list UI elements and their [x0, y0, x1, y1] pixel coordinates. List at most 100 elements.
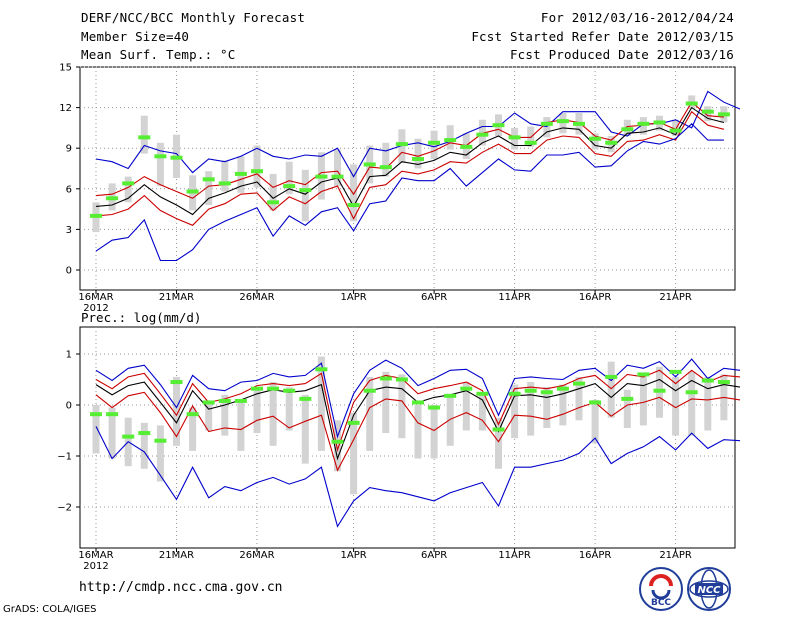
- temp-marker: [476, 132, 489, 137]
- prec-x-tick-label: 16APR: [579, 550, 612, 561]
- prec-x-tick-label: 6APR: [421, 550, 447, 561]
- temp-marker: [154, 154, 167, 159]
- temp-marker: [573, 121, 585, 126]
- prec-x-tick-label: 1APR: [341, 550, 367, 561]
- temp-x-tick-label: 21MAR: [159, 292, 194, 303]
- prec-x-tick-label: 11APR: [498, 550, 531, 561]
- temp-y-tick-label: 3: [66, 225, 72, 236]
- prec-ensemble-box: [92, 405, 100, 454]
- chart-title: DERF/NCC/BCC Monthly Forecast: [81, 10, 306, 25]
- temp-x-year-label: 2012: [83, 303, 108, 314]
- prec-marker: [154, 438, 167, 443]
- temp-marker: [395, 142, 408, 147]
- prec-marker: [251, 386, 263, 391]
- prec-marker: [701, 378, 714, 383]
- prec-series-lower: [95, 391, 741, 472]
- prec-ensemble-box: [237, 399, 245, 451]
- prec-ensemble-box: [189, 407, 197, 451]
- ncc-logo: NCC: [687, 567, 731, 611]
- prec-marker: [556, 386, 569, 391]
- prec-ensemble-box: [575, 376, 583, 421]
- prec-marker: [395, 377, 408, 382]
- prec-marker: [540, 390, 553, 395]
- prec-marker: [637, 372, 650, 377]
- prec-ensemble-box: [462, 382, 470, 431]
- prec-series-max: [95, 358, 741, 439]
- prec-ensemble-box: [221, 394, 229, 436]
- prec-marker: [412, 400, 424, 405]
- temp-x-tick-label: 6APR: [421, 292, 447, 303]
- prec-marker: [428, 405, 441, 410]
- temp-x-tick-label: 11APR: [498, 292, 531, 303]
- prec-marker: [315, 367, 328, 372]
- temp-ensemble-box: [478, 119, 486, 146]
- temp-marker: [540, 121, 553, 126]
- prec-ensemble-box: [301, 394, 309, 464]
- temp-marker: [412, 157, 424, 162]
- prec-x-tick-label: 26MAR: [239, 550, 274, 561]
- prec-ensemble-box: [430, 405, 438, 459]
- temp-ensemble-box: [253, 145, 261, 188]
- temp-y-tick-label: 12: [59, 103, 72, 114]
- temp-series-mean: [95, 106, 725, 216]
- prec-marker: [299, 396, 312, 401]
- temp-x-tick-label: 16MAR: [78, 292, 113, 303]
- prec-ensemble-box: [366, 376, 374, 451]
- temp-ensemble-box: [334, 149, 341, 187]
- prec-marker: [508, 391, 521, 396]
- temp-ensemble-box: [205, 171, 213, 206]
- prec-ensemble-box: [108, 407, 116, 459]
- temp-ensemble-box: [446, 125, 454, 150]
- prec-ensemble-box: [607, 361, 615, 418]
- prec-ensemble-box: [269, 382, 277, 446]
- prec-marker: [186, 412, 199, 417]
- prec-marker: [669, 369, 682, 374]
- temp-ensemble-box: [543, 117, 551, 138]
- temp-ensemble-box: [382, 142, 390, 177]
- prec-ensemble-box: [543, 387, 551, 428]
- prec-marker: [234, 398, 247, 403]
- temp-y-tick-label: 15: [59, 63, 72, 74]
- source-url[interactable]: http://cmdp.ncc.cma.gov.cn: [79, 580, 283, 595]
- temp-ensemble-box: [221, 160, 229, 192]
- prec-y-tick-label: 1: [66, 350, 72, 361]
- prec-ensemble-box: [704, 376, 712, 431]
- prec-ensemble-box: [398, 374, 406, 439]
- temp-marker: [685, 101, 698, 106]
- fcst-produced-date: Fcst Produced Date 2012/03/16: [509, 47, 734, 62]
- prec-marker: [717, 380, 730, 385]
- temp-marker: [621, 127, 634, 132]
- prec-marker: [202, 400, 215, 405]
- temp-marker: [138, 135, 151, 140]
- prec-marker: [460, 386, 473, 391]
- prec-x-year-label: 2012: [83, 561, 108, 572]
- temp-marker: [524, 140, 537, 145]
- prec-marker: [347, 420, 360, 425]
- prec-ensemble-box: [205, 402, 213, 431]
- temp-ensemble-box: [269, 173, 277, 211]
- temp-marker: [251, 169, 263, 174]
- temp-marker: [90, 213, 102, 218]
- temp-ensemble-box: [414, 138, 422, 169]
- forecast-period: For 2012/03/16-2012/04/24: [540, 10, 734, 25]
- ncc-logo-text: NCC: [697, 585, 721, 596]
- temp-ensemble-box: [398, 129, 406, 164]
- temp-marker: [701, 109, 714, 114]
- prec-ensemble-box: [672, 376, 680, 436]
- prec-marker: [524, 388, 537, 393]
- prec-marker: [685, 390, 698, 395]
- prec-ensemble-box: [414, 405, 422, 459]
- prec-marker: [331, 439, 344, 444]
- grads-credit: GrADS: COLA/IGES: [3, 604, 97, 615]
- temp-ensemble-box: [430, 130, 438, 160]
- prec-ensemble-box: [591, 399, 599, 444]
- prec-series-min: [95, 426, 741, 528]
- temp-ensemble-box: [559, 113, 567, 134]
- prec-marker: [492, 427, 505, 432]
- prec-marker: [363, 388, 376, 393]
- temp-marker: [122, 181, 135, 186]
- prec-ensemble-box: [285, 387, 293, 431]
- fcst-started-date: Fcst Started Refer Date 2012/03/15: [471, 29, 734, 44]
- temp-x-tick-label: 1APR: [341, 292, 367, 303]
